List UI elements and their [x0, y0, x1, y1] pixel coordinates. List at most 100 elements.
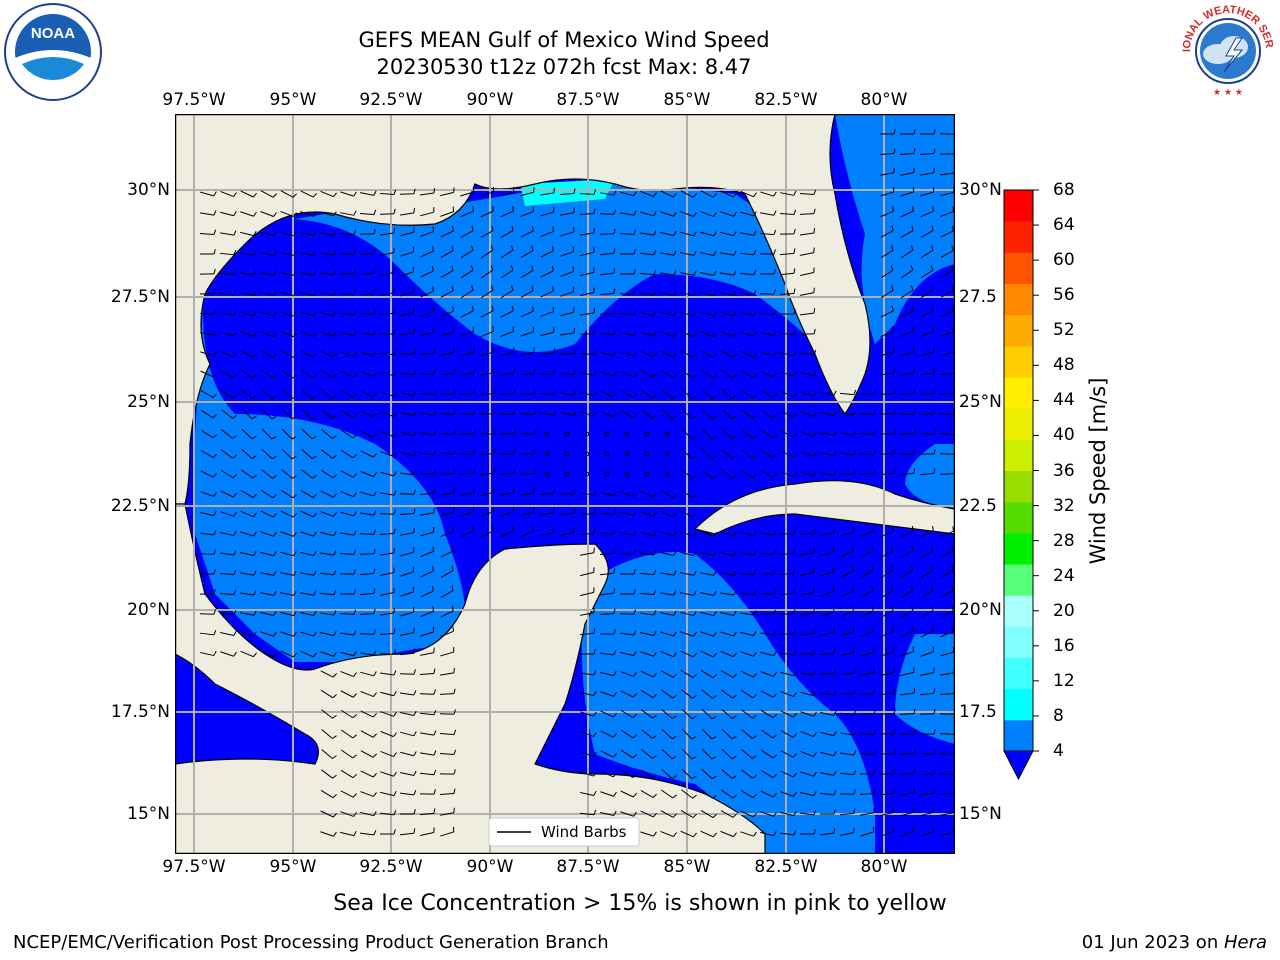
wind-barb — [580, 591, 594, 597]
wind-barb-flag — [253, 610, 257, 616]
wind-barb — [281, 408, 293, 420]
wind-barb — [360, 192, 374, 196]
wind-barb — [220, 350, 234, 358]
wind-barb-flag — [451, 585, 454, 591]
wind-barb — [599, 272, 615, 276]
wind-barb-flag — [232, 493, 237, 498]
wind-barb-flag — [890, 265, 894, 271]
wind-barb-flag — [413, 207, 415, 213]
wind-barb-flag — [453, 368, 456, 374]
wind-barb-flag — [793, 309, 796, 315]
wind-barb — [240, 612, 254, 616]
wind-barb — [859, 473, 875, 475]
wind-barb — [380, 471, 394, 477]
wind-barb-flag — [733, 652, 737, 658]
wind-barb-flag — [433, 410, 437, 416]
wind-barb — [721, 689, 733, 699]
colorbar-segment — [1004, 470, 1033, 503]
wind-barb — [681, 748, 693, 760]
wind-barb-flag — [731, 435, 737, 440]
wind-barb-flag — [353, 330, 357, 336]
wind-barb-flag — [852, 586, 854, 592]
wind-barb-flag — [652, 493, 657, 498]
wind-barb — [700, 650, 714, 658]
wind-barb — [280, 231, 294, 237]
wind-barb — [940, 310, 954, 318]
wind-barb-flag — [871, 585, 874, 591]
calm-marker — [664, 471, 670, 477]
wind-barb-flag — [313, 211, 317, 217]
wind-barb-flag — [653, 630, 657, 636]
wind-barb-flag — [613, 510, 617, 516]
wind-barb — [460, 331, 474, 337]
wind-barb-flag — [893, 409, 896, 415]
wind-barb — [760, 749, 774, 759]
wind-barb — [300, 572, 314, 576]
wind-barb-flag — [773, 672, 777, 677]
wind-barb-flag — [432, 586, 434, 592]
wind-barb — [740, 350, 754, 358]
wind-barb — [320, 190, 334, 198]
wind-barb-flag — [452, 526, 455, 532]
wind-barb — [599, 332, 615, 336]
wind-barb — [661, 709, 673, 719]
wind-barb-flag — [833, 669, 836, 675]
wind-barb — [660, 592, 674, 596]
wind-barb-flag — [613, 650, 617, 656]
wind-barb — [900, 811, 914, 817]
wind-barb — [860, 570, 874, 578]
wind-barb — [339, 613, 355, 615]
wind-barb-flag — [413, 790, 417, 796]
wind-barb — [661, 408, 673, 420]
wind-barb-flag — [253, 531, 257, 537]
wind-barb — [939, 133, 955, 135]
wind-barb — [920, 609, 934, 619]
wind-barb — [261, 428, 273, 440]
wind-barb — [301, 469, 313, 479]
wind-barb — [320, 312, 334, 316]
wind-barb — [300, 231, 314, 237]
wind-barb — [820, 411, 834, 417]
wind-barb-flag — [711, 715, 717, 720]
wind-barb-flag — [833, 710, 837, 716]
wind-barb — [759, 553, 775, 555]
wind-barb-flag — [353, 269, 356, 275]
wind-barb — [820, 772, 834, 776]
wind-barb — [420, 570, 434, 578]
wind-barb-flag — [393, 228, 396, 234]
wind-barb — [321, 409, 333, 419]
wind-barb — [480, 249, 494, 259]
wind-barb — [800, 711, 814, 717]
wind-barb-flag — [753, 230, 757, 236]
wind-barb-flag — [471, 305, 474, 311]
wind-barb-flag — [733, 570, 737, 576]
lon-tick-bottom: 92.5°W — [359, 857, 423, 877]
wind-barb — [200, 351, 214, 357]
wind-barb — [600, 410, 614, 418]
wind-barb — [600, 390, 614, 398]
wind-barb — [379, 352, 395, 356]
lon-tick-top: 87.5°W — [556, 90, 620, 110]
wind-barb-flag — [573, 188, 576, 194]
wind-barb — [640, 370, 654, 378]
wind-barb-flag — [733, 531, 737, 537]
wind-barb-flag — [793, 529, 797, 535]
wind-barb — [399, 372, 415, 376]
wind-barb — [880, 230, 894, 238]
wind-barb-flag — [511, 285, 514, 291]
wind-barb — [440, 570, 454, 578]
wind-barb-flag — [333, 269, 337, 275]
wind-barb — [360, 410, 374, 418]
wind-barb-flag — [632, 734, 637, 739]
wind-barb — [260, 291, 274, 297]
wind-barb — [779, 613, 795, 615]
wind-barb-flag — [752, 793, 757, 799]
wind-barb — [340, 729, 354, 739]
wind-barb-flag — [513, 409, 516, 415]
wind-barb — [919, 792, 935, 796]
wind-barb-flag — [792, 392, 797, 398]
wind-barb-flag — [893, 148, 896, 154]
wind-barb-flag — [393, 308, 396, 314]
wind-barb-flag — [910, 585, 914, 591]
wind-barb — [359, 533, 375, 535]
